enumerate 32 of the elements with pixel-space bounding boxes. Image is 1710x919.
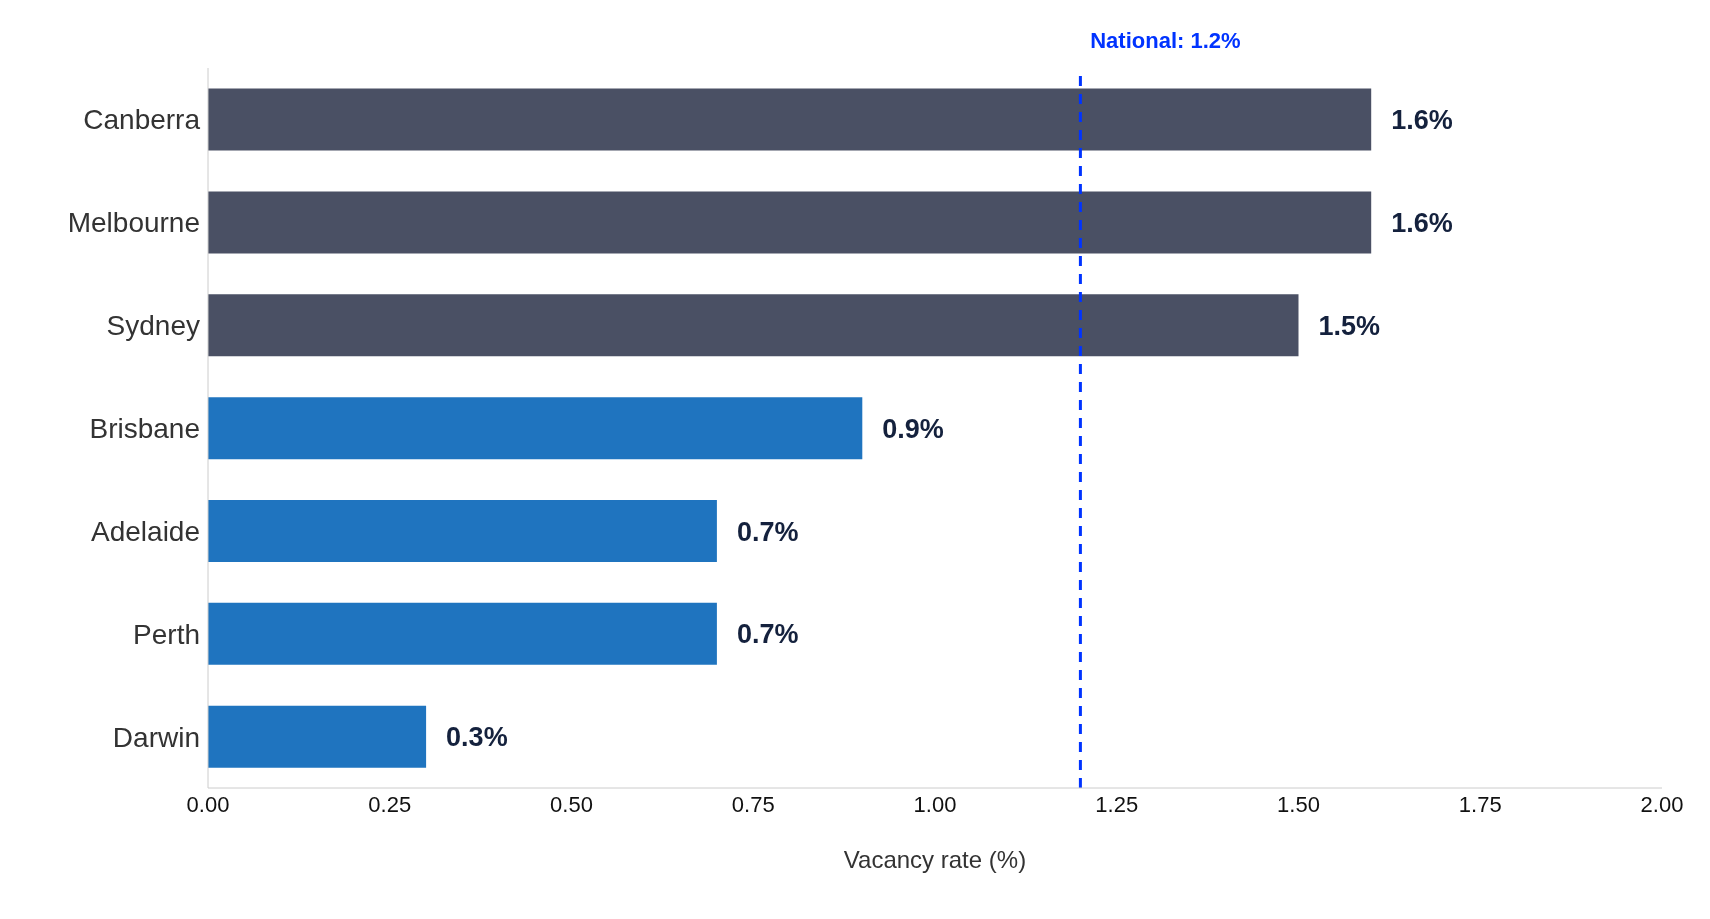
y-tick-label: Sydney: [106, 310, 200, 342]
x-tick-label: 0.00: [186, 791, 230, 817]
y-tick-label: Melbourne: [67, 207, 200, 239]
data-label: 1.5%: [1318, 310, 1381, 341]
x-tick-label: 0.25: [368, 791, 412, 817]
bar: [208, 294, 1299, 357]
y-tick-label: Perth: [133, 618, 200, 650]
data-label: 0.3%: [446, 722, 508, 753]
y-tick-label: Canberra: [83, 104, 201, 136]
x-axis-title: Vacancy rate (%): [843, 846, 1027, 873]
data-label: 1.6%: [1391, 208, 1453, 239]
data-label: 0.7%: [736, 516, 799, 547]
y-tick-label: Darwin: [112, 721, 200, 753]
x-tick-label: 0.50: [550, 791, 593, 817]
bar: [208, 88, 1372, 151]
ref-line-label: National: 1.2%: [1090, 28, 1241, 53]
bar: [208, 602, 717, 665]
bar: [208, 705, 427, 768]
x-tick-label: 1.50: [1277, 791, 1320, 817]
bar: [208, 191, 1372, 254]
data-label: 0.7%: [736, 619, 799, 650]
y-tick-label: Adelaide: [91, 515, 200, 547]
x-tick-label: 0.75: [731, 791, 775, 817]
data-label: 1.6%: [1391, 105, 1453, 136]
x-tick-label: 1.00: [913, 791, 957, 817]
x-tick-label: 1.75: [1458, 791, 1502, 817]
bar: [208, 397, 863, 460]
data-label: 0.9%: [882, 413, 944, 444]
bar: [208, 500, 717, 562]
y-tick-label: Brisbane: [89, 412, 200, 444]
x-tick-label: 2.00: [1640, 791, 1684, 817]
x-tick-label: 1.25: [1095, 791, 1139, 817]
